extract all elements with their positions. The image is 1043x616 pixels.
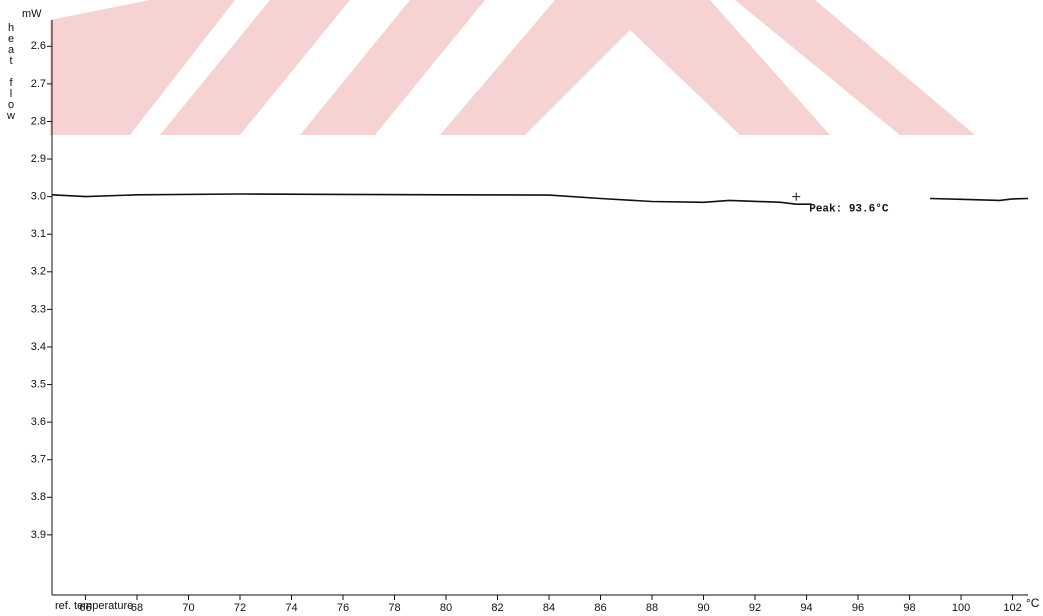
y-tick-label: 2.7 (31, 78, 46, 90)
y-tick-label: 3.8 (31, 491, 46, 503)
y-axis-label: heat flow (5, 22, 17, 121)
x-tick-label: 84 (543, 602, 555, 614)
y-tick-label: 2.9 (31, 153, 46, 165)
x-tick-label: 82 (491, 602, 503, 614)
x-tick-label: 86 (594, 602, 606, 614)
x-unit: °C (1026, 596, 1040, 610)
y-tick-label: 2.8 (31, 115, 46, 127)
x-tick-label: 74 (285, 602, 297, 614)
x-axis-label: ref. temperature (55, 600, 133, 612)
x-tick-label: 66 (79, 602, 91, 614)
x-tick-label: 96 (852, 602, 864, 614)
y-tick-label: 3.3 (31, 303, 46, 315)
x-tick-label: 98 (903, 602, 915, 614)
watermark (50, 0, 975, 135)
y-tick-label: 3.6 (31, 416, 46, 428)
peak-marker (792, 192, 801, 201)
watermark-band (160, 0, 350, 135)
y-tick-label: 3.0 (31, 191, 46, 203)
x-tick-label: 72 (234, 602, 246, 614)
y-tick-label: 3.4 (31, 341, 46, 353)
y-tick-label: 2.6 (31, 40, 46, 52)
x-tick-label: 88 (646, 602, 658, 614)
x-tick-label: 76 (337, 602, 349, 614)
x-tick-label: 78 (388, 602, 400, 614)
watermark-band (735, 0, 975, 135)
peak-annotation: Peak: 93.6°C (809, 204, 889, 216)
x-tick-label: 68 (131, 602, 143, 614)
y-unit: mW (22, 8, 42, 20)
x-tick-label: 94 (800, 602, 812, 614)
x-tick-label: 100 (952, 602, 970, 614)
y-tick-label: 3.2 (31, 266, 46, 278)
watermark-band (50, 0, 235, 135)
data-line (51, 193, 1029, 205)
y-tick-label: 3.7 (31, 454, 46, 466)
watermark-band (440, 0, 830, 135)
x-tick-label: 70 (182, 602, 194, 614)
x-tick-label: 90 (697, 602, 709, 614)
x-tick-label: 102 (1003, 602, 1021, 614)
watermark-band (300, 0, 485, 135)
y-tick-label: 3.5 (31, 378, 46, 390)
x-tick-label: 92 (749, 602, 761, 614)
y-tick-label: 3.9 (31, 529, 46, 541)
x-tick-label: 80 (440, 602, 452, 614)
y-tick-label: 3.1 (31, 228, 46, 240)
